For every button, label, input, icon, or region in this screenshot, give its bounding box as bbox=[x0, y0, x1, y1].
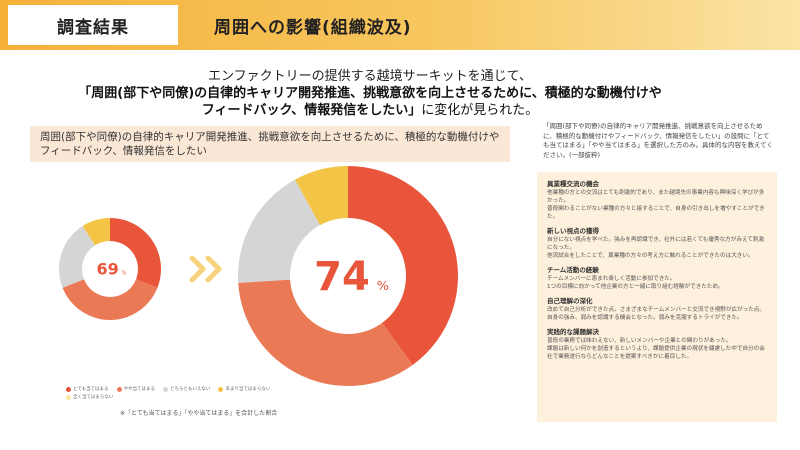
donut-charts: 69% 74% bbox=[59, 166, 458, 386]
open-question: 「周囲(部下や同僚)の自律的キャリア開発推進、挑戦意欲を向上させるために、積極的… bbox=[543, 122, 773, 159]
answer-text-1-1: 他業種の方との交流はとても刺激的であり、また越境先の事業内容も興味深く学びが多か… bbox=[547, 190, 765, 204]
answer-heading-2: 新しい視点の獲得 bbox=[547, 227, 599, 235]
lead-line-2: 「周囲(部下や同僚)の自律的キャリア開発推進、挑戦意欲を向上させるために、積極的… bbox=[78, 86, 662, 101]
answer-text-5-1: 普段の業務では味わえない、新しいメンバーや企業との関わりがあった。 bbox=[547, 338, 732, 344]
arrow-chevron-2 bbox=[205, 255, 222, 283]
answer-block-1: 異業種交流の機会他業種の方との交流はとても刺激的であり、また越境先の事業内容も興… bbox=[547, 180, 769, 221]
chart-panel: 周囲(部下や同僚)の自律的キャリア開発推進、挑戦意欲を向上させるために、積極的な… bbox=[30, 126, 510, 426]
lead-line-3-bold: フィードバック、情報発信をしたい」 bbox=[201, 103, 422, 118]
answer-text-4-1: 改めて自己分析ができた点。さまざまなチームメンバーと交流でき視野が広がった点。 bbox=[547, 307, 765, 313]
section-tag: 調査結果 bbox=[8, 5, 178, 45]
answer-heading-4: 自己理解の深化 bbox=[547, 297, 593, 305]
legend-label-1: とても当てはまる bbox=[73, 387, 109, 392]
arrow-chevron-1 bbox=[189, 255, 206, 283]
donut-1-slice-4 bbox=[82, 218, 110, 246]
answer-text-3-1: チームメンバーに恵まれ楽しく活動に参加できた。 bbox=[547, 276, 676, 282]
legend-swatch-4 bbox=[218, 386, 224, 392]
donut-2-slice-3 bbox=[238, 179, 321, 283]
legend-label-2: やや当てはまる bbox=[123, 387, 155, 392]
answer-heading-3: チーム活動の経験 bbox=[547, 266, 599, 274]
donut-2-unit: % bbox=[377, 279, 389, 294]
header-banner: 調査結果 周囲への影響(組織波及) bbox=[0, 0, 800, 50]
donut-1-slice-2 bbox=[62, 279, 158, 320]
answers-panel: 異業種交流の機会他業種の方との交流はとても刺激的であり、また越境先の事業内容も興… bbox=[537, 172, 777, 422]
page-title: 周囲への影響(組織波及) bbox=[214, 18, 412, 38]
answer-block-4: 自己理解の深化改めて自己分析ができた点。さまざまなチームメンバーと交流でき視野が… bbox=[547, 297, 769, 322]
donut-2-slice-1 bbox=[348, 166, 458, 365]
lead-line-3: フィードバック、情報発信をしたい」に変化が見られた。 bbox=[60, 102, 680, 119]
donut-1-value: 69 bbox=[96, 260, 118, 279]
lead-line-3-tail: に変化が見られた。 bbox=[421, 103, 539, 118]
lead-text: エンファクトリーの提供する越境サーキットを通じて、 「周囲(部下や同僚)の自律的… bbox=[60, 68, 680, 119]
donut-1-slice-1 bbox=[110, 218, 161, 288]
answer-heading-5: 実践的な課題解決 bbox=[547, 328, 599, 336]
answer-block-2: 新しい視点の獲得自分にない視点を学べた。強みを再認識でき、社外には若くても優秀な… bbox=[547, 227, 769, 260]
legend-item-3: どちらともいえない bbox=[162, 386, 211, 392]
question-box: 周囲(部下や同僚)の自律的キャリア開発推進、挑戦意欲を向上させるために、積極的な… bbox=[30, 126, 510, 162]
answer-text-5-2: 課題は新しい何かを創造するというより、課題提供企業の現状を顧慮した中で自分の会社… bbox=[547, 346, 765, 360]
legend-label-5: 全く当てはまらない bbox=[73, 395, 114, 400]
answer-block-5: 実践的な課題解決普段の業務では味わえない、新しいメンバーや企業との関わりがあった… bbox=[547, 328, 769, 361]
legend-item-4: あまり当てはまらない bbox=[218, 386, 270, 392]
donut-2-slice-4 bbox=[295, 166, 348, 226]
answer-text-2-1: 自分にない視点を学べた。強みを再認識でき、社外には若くても優秀な方がみえて刺激に… bbox=[547, 237, 765, 251]
legend-item-1: とても当てはまる bbox=[66, 386, 109, 392]
legend-swatch-2 bbox=[116, 386, 122, 392]
legend-swatch-1 bbox=[66, 386, 71, 392]
legend-label-3: どちらともいえない bbox=[169, 387, 211, 392]
legend-swatch-5 bbox=[66, 394, 71, 400]
answer-text-2-2: 他流試合をしたことで、異業種の方々の考え方に触れることができたのは大きい。 bbox=[547, 253, 754, 259]
answer-block-3: チーム活動の経験チームメンバーに恵まれ楽しく活動に参加できた。 1つの目標に向かっ… bbox=[547, 266, 769, 291]
chart-legend: とても当てはまる やや当てはまる どちらともいえない あまり当てはまらない全く当てはま… bbox=[66, 386, 316, 400]
legend-item-5: 全く当てはまらない bbox=[66, 394, 113, 400]
answer-text-3-2: 1つの目標に向かって他企業の方と一緒に取り組む経験ができたため。 bbox=[547, 284, 724, 290]
answer-text-1-2: 普段関わることがない業種の方々と接することで、自身の引き出しを増やすことができた… bbox=[547, 206, 765, 220]
legend-label-4: あまり当てはまらない bbox=[225, 387, 271, 392]
lead-line-1: エンファクトリーの提供する越境サーキットを通じて、 bbox=[208, 69, 532, 84]
footnote: ※「とても当てはまる」「やや当てはまる」を合計した割合 bbox=[120, 410, 278, 417]
donut-2-value: 74 bbox=[314, 254, 370, 300]
donut-1-unit: % bbox=[122, 271, 127, 277]
answer-heading-1: 異業種交流の機会 bbox=[547, 180, 599, 188]
donut-2-slice-2 bbox=[238, 279, 413, 386]
answer-text-4-2: 自身の強み、弱みを認識する機会となった。弱みを克服するトライができた。 bbox=[547, 315, 743, 321]
legend-swatch-3 bbox=[162, 386, 168, 392]
legend-item-2: やや当てはまる bbox=[116, 386, 155, 392]
donut-1-slice-3 bbox=[59, 225, 95, 288]
